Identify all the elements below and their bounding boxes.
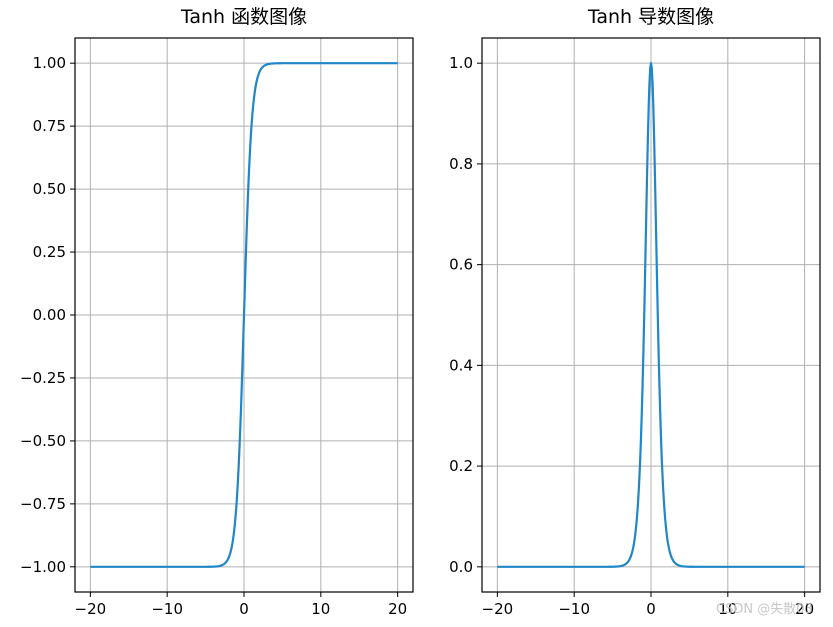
watermark: CSDN @失散03 (716, 602, 813, 617)
series-line (90, 62, 398, 568)
y-tick-label: 0.50 (33, 180, 66, 198)
y-tick-label: 0.00 (33, 306, 66, 324)
y-tick-label: 0.0 (449, 558, 473, 576)
y-tick-label: −0.75 (20, 495, 66, 513)
y-tick-label: −0.25 (20, 369, 66, 387)
series-line (497, 62, 805, 568)
tanh-function-chart: Tanh 函数图像 −20 −10 0 10 20 1.00 0.75 0.50 0.25 0.00… (20, 6, 414, 618)
y-tick-label: −1.00 (20, 558, 66, 576)
tanh-derivative-chart: Tanh 导数图像 −20 −10 0 10 20 1.0 0.8 0.6 0.4 0.2 0.0 (449, 6, 821, 618)
y-tick-label: 0.75 (33, 117, 66, 135)
y-tick-label: 0.8 (449, 155, 473, 173)
y-tick-label: 0.4 (449, 356, 473, 374)
x-tick-label: −20 (75, 600, 107, 618)
x-tick-label: 10 (311, 600, 330, 618)
x-tick-label: 20 (795, 600, 814, 618)
chart-title: Tanh 导数图像 (587, 6, 714, 28)
y-tick-label: 1.0 (449, 54, 473, 72)
y-tick-label: 0.2 (449, 457, 473, 475)
y-tick-label: 0.25 (33, 243, 66, 261)
x-tick-label: −10 (151, 600, 183, 618)
y-tick-label: 0.6 (449, 256, 473, 274)
x-tick-label: 0 (646, 600, 656, 618)
y-tick-label: −0.50 (20, 432, 66, 450)
chart-title: Tanh 函数图像 (180, 6, 307, 28)
x-tick-label: −10 (558, 600, 590, 618)
x-tick-label: 0 (239, 600, 249, 618)
y-tick-label: 1.00 (33, 54, 66, 72)
x-tick-label: 20 (388, 600, 407, 618)
x-tick-label: 10 (718, 600, 737, 618)
x-tick-label: −20 (482, 600, 514, 618)
